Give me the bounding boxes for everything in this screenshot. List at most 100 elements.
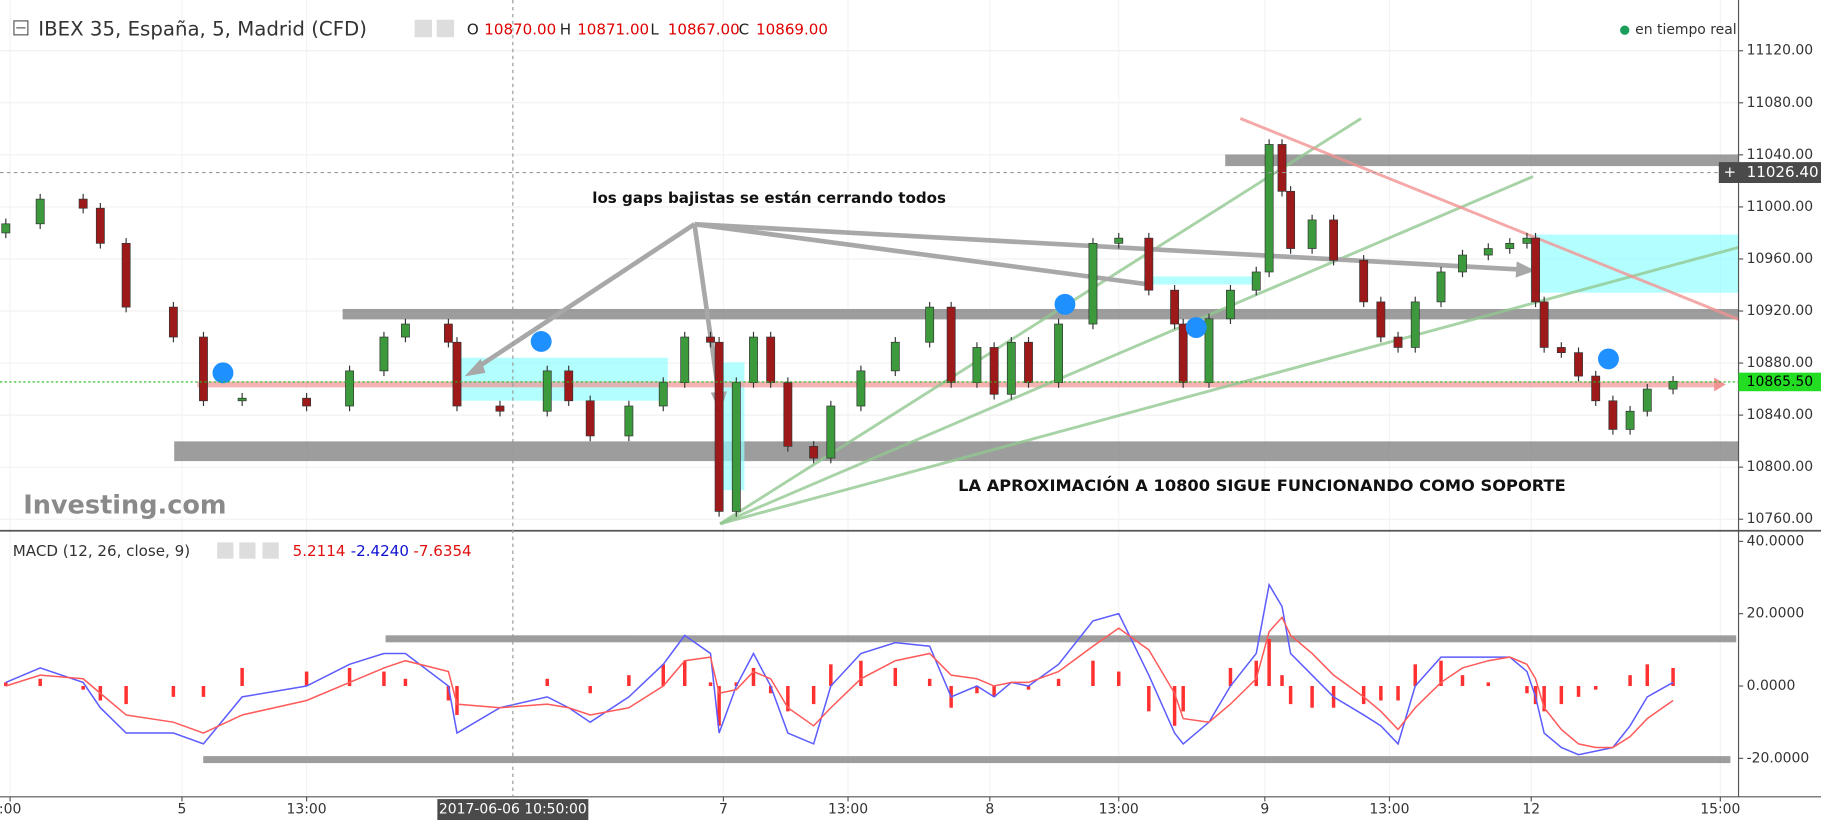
candle-body	[1264, 144, 1274, 273]
candle-body	[121, 242, 131, 308]
x-tick-label: 13:00	[287, 802, 327, 818]
candle-body	[972, 347, 982, 383]
y-tick-label: 10840.00	[1747, 407, 1813, 423]
histogram-bar	[124, 686, 128, 705]
crosshair-price-box	[1718, 162, 1821, 184]
arrow-head	[1714, 377, 1726, 392]
histogram-bar	[708, 682, 713, 687]
histogram-bar	[545, 678, 549, 687]
histogram-bar	[717, 686, 721, 726]
ohlc-value: 10870.00	[484, 21, 556, 39]
candle-body	[1483, 248, 1493, 256]
histogram-bar	[768, 686, 773, 694]
candle-body	[564, 370, 574, 402]
candle-body	[1277, 144, 1287, 192]
candle-body	[495, 405, 505, 412]
marks-layer	[1, 139, 1678, 756]
ohlc-key: H	[560, 21, 571, 39]
settings-icon[interactable]	[414, 19, 433, 38]
y-tick-label: 10960.00	[1747, 251, 1813, 267]
gap-box	[1143, 276, 1257, 285]
news-icon[interactable]	[212, 362, 234, 384]
resistance-band	[1225, 154, 1739, 167]
candle-body	[946, 306, 956, 383]
candle-body	[1359, 259, 1369, 303]
candle-body	[1642, 388, 1652, 412]
news-icon[interactable]	[1054, 293, 1076, 315]
histogram-bar	[859, 660, 863, 687]
macd-title: MACD (12, 26, close, 9)	[13, 542, 190, 560]
candle-body	[731, 382, 741, 512]
settings-icon[interactable]	[239, 542, 256, 559]
x-tick-label: 12	[1522, 802, 1540, 818]
histogram-bar	[1396, 686, 1400, 701]
candle-body	[345, 370, 354, 407]
ohlc-value: 10867.00	[668, 21, 740, 39]
candle-body	[1170, 289, 1180, 325]
histogram-bar	[1310, 686, 1314, 708]
candle-body	[989, 347, 999, 395]
x-tick-label: 5	[178, 802, 187, 818]
candle-body	[1608, 400, 1618, 430]
candle-body	[766, 336, 776, 383]
trend-line	[719, 175, 1534, 526]
candle-body	[542, 370, 552, 412]
candle-body	[1024, 341, 1033, 383]
histogram-bar	[1645, 664, 1650, 687]
settings-icon[interactable]	[436, 19, 455, 38]
status-dot	[1620, 25, 1630, 35]
x-tick-label: 7	[719, 802, 728, 818]
histogram-bar	[1559, 686, 1564, 705]
histogram-bar	[1280, 675, 1284, 687]
x-tick-label: 13:00	[1369, 802, 1409, 818]
arrow-head	[1515, 261, 1536, 278]
y-tick-label: 11120.00	[1747, 43, 1813, 59]
histogram-bar	[1254, 660, 1258, 687]
arrow	[694, 221, 1520, 272]
arrow-head	[464, 358, 486, 377]
candle-body	[680, 336, 690, 383]
arrow	[694, 221, 1151, 287]
histogram-bar	[1439, 660, 1443, 687]
histogram-bar	[734, 682, 739, 687]
support-band	[342, 308, 1739, 320]
candle-body	[1114, 237, 1124, 244]
candle-body	[1539, 301, 1549, 348]
candle-body	[1625, 410, 1635, 430]
x-tick-label: 15:00	[1700, 802, 1740, 818]
candle-body	[890, 341, 900, 372]
ohlc-key: L	[650, 21, 659, 39]
collapse-icon[interactable]	[13, 20, 29, 36]
candle-body	[1178, 323, 1188, 383]
chart-title: IBEX 35, España, 5, Madrid (CFD)	[38, 18, 367, 41]
news-icon[interactable]	[530, 331, 552, 352]
histogram-bar	[201, 686, 206, 697]
candle-body	[925, 306, 935, 343]
status: en tiempo real	[1635, 22, 1736, 38]
candle-body	[1436, 271, 1446, 303]
news-icon[interactable]	[1598, 348, 1619, 370]
news-icon[interactable]	[1185, 317, 1207, 338]
close-icon[interactable]	[262, 542, 279, 559]
news-icons[interactable]	[212, 293, 1619, 384]
trend-line	[719, 245, 1739, 526]
last-price-label: 10865.50	[1747, 374, 1813, 390]
histogram-bar	[1576, 686, 1581, 697]
macd-band	[385, 635, 1737, 643]
candle-body	[1329, 219, 1339, 261]
histogram-bar	[1671, 667, 1675, 687]
y-tick-label: 11080.00	[1747, 95, 1813, 111]
candle-body	[1006, 341, 1016, 395]
ohlc-value: 10871.00	[577, 21, 649, 39]
y-tick-label: 10880.00	[1747, 355, 1813, 371]
settings-icon[interactable]	[217, 542, 234, 559]
candle-body	[714, 341, 724, 512]
candle-body	[1144, 237, 1154, 291]
histogram-bar	[1628, 675, 1632, 687]
candle-body	[78, 198, 88, 209]
annotation: LA APROXIMACIÓN A 10800 SIGUE FUNCIONAND…	[958, 476, 1566, 495]
candle-body	[1286, 190, 1296, 249]
histogram-bar	[661, 664, 665, 687]
histogram-bar	[1026, 686, 1031, 690]
